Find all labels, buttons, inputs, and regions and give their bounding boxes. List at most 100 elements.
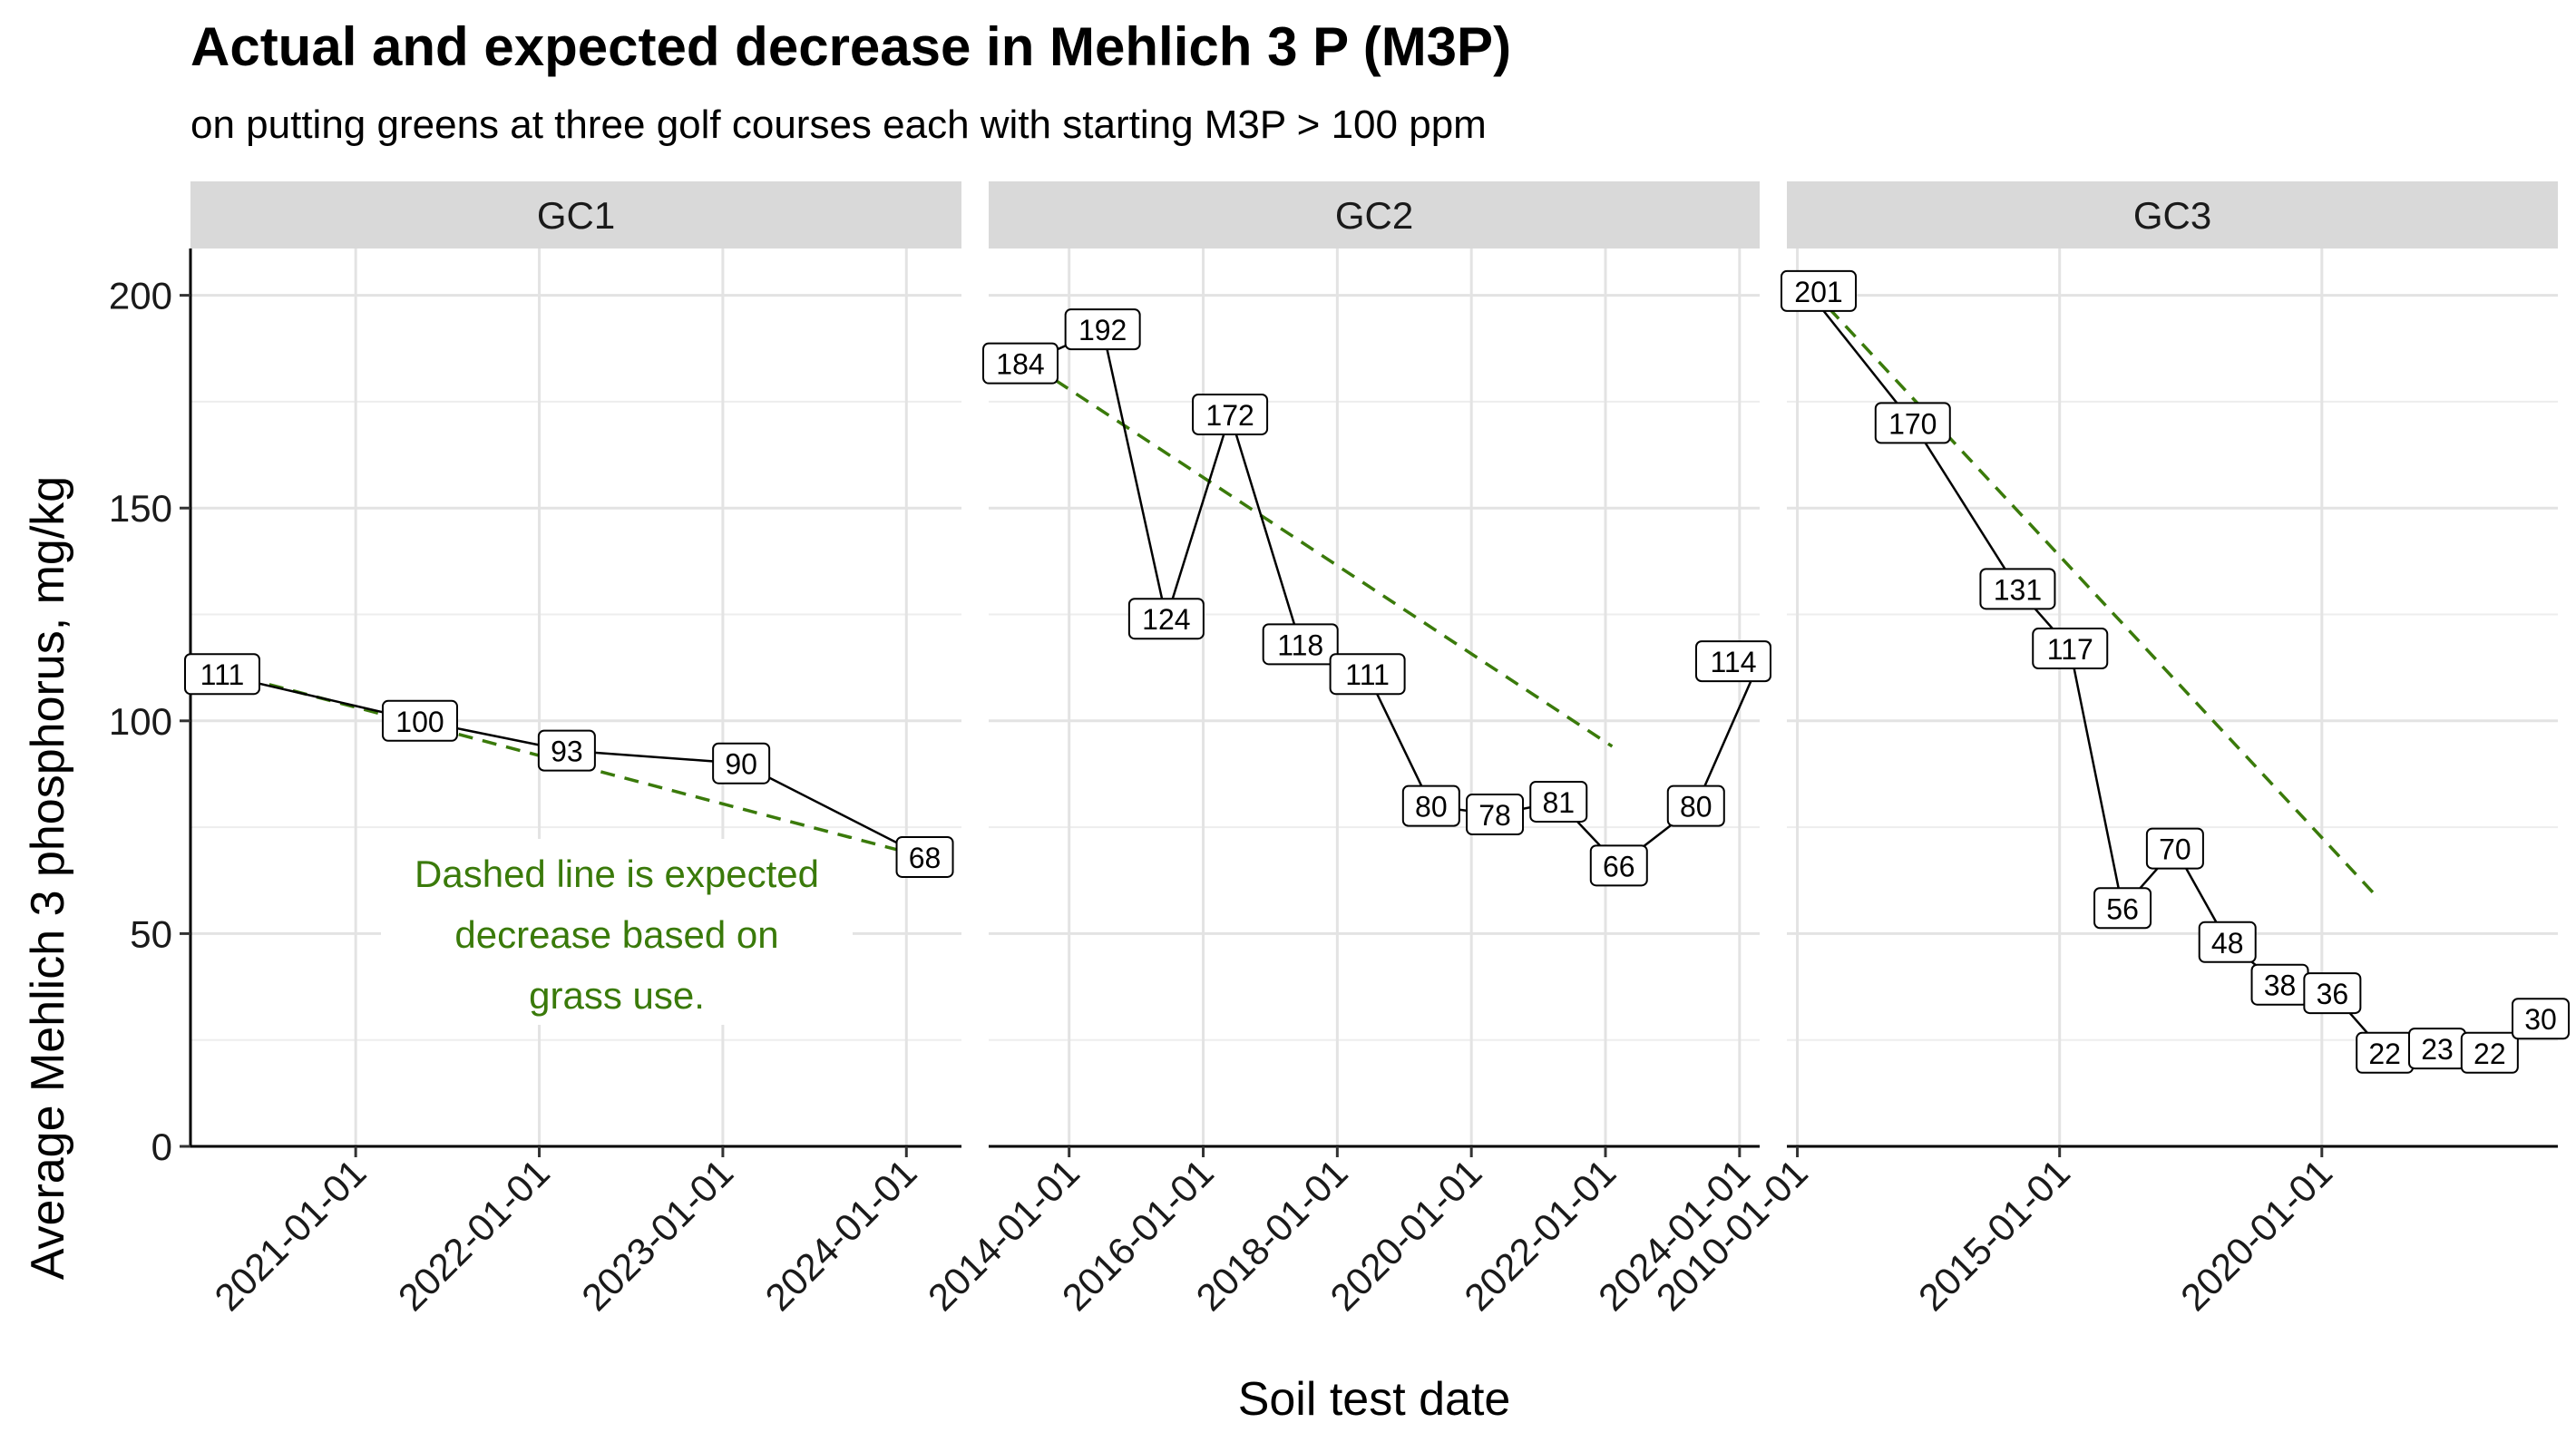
data-label: 117 <box>2032 628 2109 670</box>
panel-gc2: GC22014-01-012016-01-012018-01-012020-01… <box>920 181 1771 1319</box>
panel-gc1: GC1 0 50 100 150 200 2021-01-01 2022-01-01 2023-… <box>109 181 961 1319</box>
x-tick-label: 2024-01-01 <box>756 1151 924 1319</box>
data-label: 118 <box>1262 623 1339 666</box>
data-label: 78 <box>1466 794 1525 836</box>
data-label-box <box>1874 402 1951 444</box>
data-label-box <box>1529 780 1588 823</box>
data-label-text: 22 <box>2474 1038 2506 1070</box>
data-label: 48 <box>2198 921 2257 963</box>
x-tick-label: 2021-01-01 <box>206 1151 374 1319</box>
y-tick-label: 150 <box>109 487 172 530</box>
data-label: 111 <box>1329 653 1406 696</box>
data-label: 192 <box>1064 308 1141 351</box>
data-label-box <box>2093 887 2152 930</box>
data-label-box <box>2198 921 2257 963</box>
data-label-box <box>184 653 260 696</box>
annotation: Dashed line is expected decrease based on… <box>381 839 853 1025</box>
data-label: 36 <box>2303 972 2362 1015</box>
data-label-text: 68 <box>909 842 942 874</box>
x-tick-label: 2020-01-01 <box>2172 1151 2340 1319</box>
data-label: 114 <box>1695 640 1771 683</box>
data-label: 80 <box>1666 784 1725 827</box>
expected-line <box>1054 378 1614 748</box>
data-label-text: 192 <box>1078 314 1127 346</box>
facet-label: GC2 <box>1335 194 1413 237</box>
data-label: 131 <box>1979 568 2056 610</box>
data-label-text: 184 <box>996 348 1044 381</box>
data-label-box <box>1064 308 1141 351</box>
data-label-box <box>2460 1031 2519 1074</box>
annotation-background <box>381 839 853 1025</box>
y-tick-label: 100 <box>109 700 172 743</box>
data-label: 30 <box>2512 998 2570 1040</box>
data-label-box <box>895 835 954 878</box>
data-label-text: 114 <box>1710 646 1756 678</box>
data-label-text: 81 <box>1542 786 1575 819</box>
data-label-text: 124 <box>1142 603 1190 636</box>
x-tick-label: 2015-01-01 <box>1910 1151 2078 1319</box>
x-tick-label: 2022-01-01 <box>390 1151 558 1319</box>
data-label-text: 70 <box>2159 833 2191 866</box>
data-label: 22 <box>2460 1031 2519 1074</box>
data-label-box <box>1979 568 2056 610</box>
annotation-line: Dashed line is expected <box>415 853 819 895</box>
data-label-text: 36 <box>2317 978 2349 1010</box>
data-label: 66 <box>1589 844 1648 887</box>
data-label-box <box>712 742 771 784</box>
data-label: 93 <box>537 729 596 772</box>
data-label-box <box>2032 628 2109 670</box>
data-label-text: 66 <box>1603 850 1635 882</box>
data-label: 184 <box>982 342 1059 385</box>
data-label: 68 <box>895 835 954 878</box>
data-label-box <box>982 342 1059 385</box>
data-label-box <box>2145 827 2204 870</box>
data-label-text: 111 <box>200 658 245 691</box>
data-label-box <box>1401 784 1460 827</box>
data-label-text: 23 <box>2421 1033 2454 1066</box>
data-label-text: 118 <box>1277 629 1323 661</box>
data-label: 22 <box>2356 1031 2415 1074</box>
x-axis-label: Soil test date <box>1238 1373 1511 1426</box>
data-label: 201 <box>1781 269 1857 312</box>
data-label: 111 <box>184 653 260 696</box>
data-label-box <box>1127 598 1205 640</box>
data-label-text: 80 <box>1680 791 1712 823</box>
data-label-text: 90 <box>725 748 757 781</box>
facet-strip <box>1787 181 2558 248</box>
data-label-text: 48 <box>2211 927 2244 960</box>
actual-line <box>1025 327 1761 867</box>
data-label-box <box>1666 784 1725 827</box>
data-label-box <box>2303 972 2362 1015</box>
y-tick-label: 0 <box>151 1126 172 1168</box>
data-label-text: 131 <box>1994 573 2042 606</box>
y-tick-label: 200 <box>109 275 172 317</box>
data-label: 70 <box>2145 827 2204 870</box>
data-label: 124 <box>1127 598 1205 640</box>
data-label-text: 93 <box>551 736 583 768</box>
data-label-text: 22 <box>2368 1038 2401 1070</box>
facet-strip <box>190 181 961 248</box>
data-label-box <box>1695 640 1771 683</box>
data-label-box <box>1589 844 1648 887</box>
data-label-text: 100 <box>395 706 444 738</box>
data-label: 100 <box>381 699 458 742</box>
chart-title: Actual and expected decrease in Mehlich … <box>190 16 1511 77</box>
data-label: 90 <box>712 742 771 784</box>
data-label: 56 <box>2093 887 2152 930</box>
x-tick-label: 2023-01-01 <box>573 1151 741 1319</box>
data-label-text: 170 <box>1888 407 1937 440</box>
data-label-box <box>2512 998 2570 1040</box>
data-label-box <box>1466 794 1525 836</box>
annotation-line: grass use. <box>529 974 705 1017</box>
data-label: 23 <box>2408 1028 2467 1070</box>
data-label-box <box>1192 393 1269 435</box>
data-label: 81 <box>1529 780 1588 823</box>
data-label-text: 80 <box>1415 791 1448 823</box>
data-label-text: 117 <box>2047 633 2093 666</box>
data-label-text: 38 <box>2264 970 2297 1002</box>
data-label-text: 30 <box>2524 1003 2557 1036</box>
annotation-line: decrease based on <box>454 913 778 956</box>
